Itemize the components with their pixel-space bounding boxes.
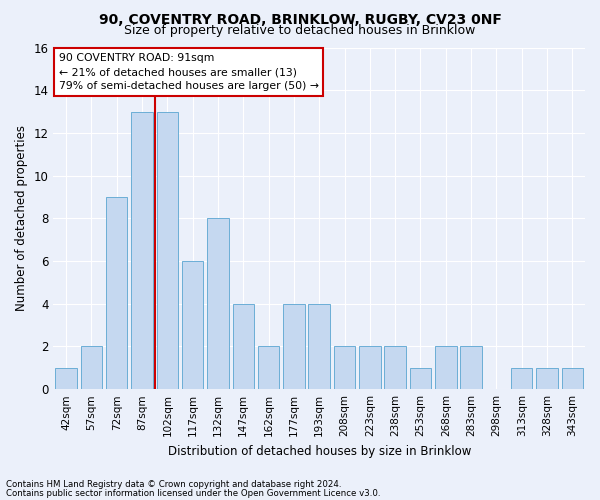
Bar <box>562 368 583 389</box>
Bar <box>207 218 229 389</box>
Bar <box>106 197 127 389</box>
Bar <box>182 261 203 389</box>
Bar <box>435 346 457 389</box>
Bar <box>536 368 558 389</box>
Text: Contains HM Land Registry data © Crown copyright and database right 2024.: Contains HM Land Registry data © Crown c… <box>6 480 341 489</box>
Bar <box>283 304 305 389</box>
Bar <box>359 346 380 389</box>
Text: Contains public sector information licensed under the Open Government Licence v3: Contains public sector information licen… <box>6 488 380 498</box>
Bar <box>385 346 406 389</box>
Bar <box>131 112 153 389</box>
Bar <box>157 112 178 389</box>
Bar <box>258 346 280 389</box>
Bar <box>80 346 102 389</box>
Y-axis label: Number of detached properties: Number of detached properties <box>15 126 28 312</box>
Bar <box>308 304 330 389</box>
X-axis label: Distribution of detached houses by size in Brinklow: Distribution of detached houses by size … <box>167 444 471 458</box>
Bar <box>55 368 77 389</box>
Bar <box>410 368 431 389</box>
Text: 90, COVENTRY ROAD, BRINKLOW, RUGBY, CV23 0NF: 90, COVENTRY ROAD, BRINKLOW, RUGBY, CV23… <box>98 12 502 26</box>
Bar <box>460 346 482 389</box>
Text: Size of property relative to detached houses in Brinklow: Size of property relative to detached ho… <box>124 24 476 37</box>
Bar <box>511 368 532 389</box>
Bar <box>334 346 355 389</box>
Bar <box>233 304 254 389</box>
Text: 90 COVENTRY ROAD: 91sqm
← 21% of detached houses are smaller (13)
79% of semi-de: 90 COVENTRY ROAD: 91sqm ← 21% of detache… <box>59 52 319 92</box>
